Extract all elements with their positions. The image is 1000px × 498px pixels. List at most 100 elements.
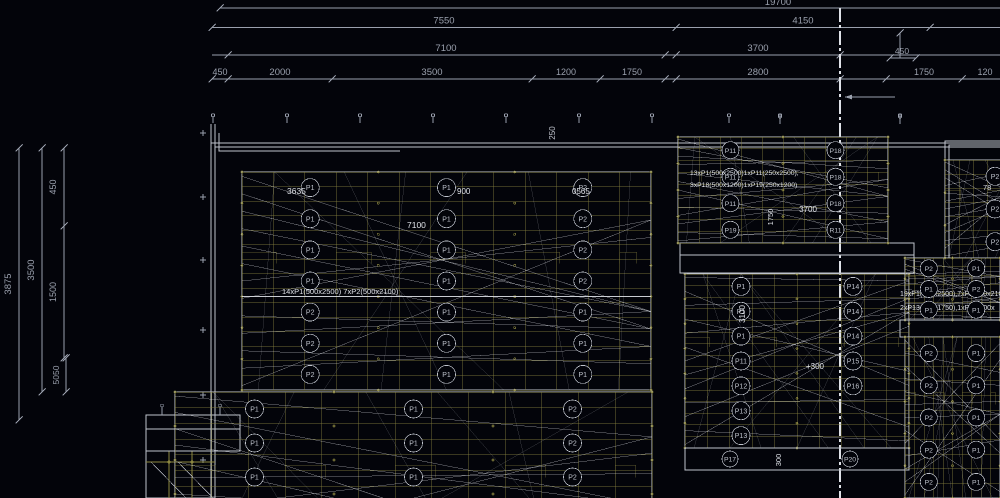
- svg-text:P12: P12: [735, 384, 748, 391]
- svg-text:19700: 19700: [765, 0, 791, 8]
- svg-text:P17: P17: [724, 457, 736, 464]
- svg-text:P1: P1: [250, 407, 259, 414]
- svg-text:3700: 3700: [747, 43, 768, 54]
- svg-text:P1: P1: [442, 279, 451, 286]
- svg-text:P11: P11: [725, 148, 737, 155]
- svg-text:P1: P1: [925, 307, 934, 314]
- svg-text:P1: P1: [409, 475, 418, 482]
- svg-text:3875: 3875: [3, 273, 14, 294]
- svg-text:P18: P18: [829, 174, 841, 181]
- svg-text:1750: 1750: [914, 67, 934, 77]
- svg-text:3500: 3500: [421, 67, 442, 78]
- svg-text:P1: P1: [442, 341, 451, 348]
- svg-text:1750: 1750: [622, 67, 642, 77]
- svg-text:P20: P20: [844, 457, 856, 464]
- svg-text:1500: 1500: [48, 282, 58, 302]
- svg-text:P18: P18: [829, 201, 841, 208]
- svg-text:P1: P1: [250, 441, 259, 448]
- svg-text:P16: P16: [847, 384, 860, 391]
- svg-text:P1: P1: [579, 372, 588, 379]
- svg-text:P2: P2: [568, 441, 577, 448]
- svg-text:P2: P2: [925, 266, 934, 273]
- svg-text:P1: P1: [306, 185, 315, 192]
- svg-text:P1: P1: [925, 287, 934, 294]
- svg-text:P1: P1: [579, 310, 588, 317]
- svg-text:7100: 7100: [435, 43, 456, 54]
- svg-text:P11: P11: [735, 359, 747, 366]
- svg-text:P2: P2: [991, 239, 1000, 246]
- svg-text:19xP1(500x2500),7xP2(500x2100): 19xP1(500x2500),7xP2(500x2100): [900, 291, 1000, 298]
- svg-text:P2: P2: [579, 248, 588, 255]
- svg-text:P2: P2: [306, 310, 315, 317]
- svg-text:0565: 0565: [572, 187, 590, 196]
- svg-text:3700: 3700: [799, 205, 817, 214]
- svg-text:P1: P1: [737, 284, 746, 291]
- svg-text:P1: P1: [972, 415, 981, 422]
- svg-text:P1: P1: [972, 266, 981, 273]
- svg-text:P13: P13: [735, 408, 748, 415]
- svg-text:7550: 7550: [433, 16, 454, 27]
- svg-text:P14: P14: [847, 284, 860, 291]
- svg-text:P2: P2: [925, 351, 934, 358]
- svg-text:P1: P1: [972, 307, 981, 314]
- svg-text:P1: P1: [442, 372, 451, 379]
- svg-text:P2: P2: [991, 174, 1000, 181]
- svg-text:P2: P2: [925, 383, 934, 390]
- svg-text:3635: 3635: [287, 186, 306, 196]
- svg-text:P1: P1: [409, 441, 418, 448]
- svg-text:P2: P2: [579, 279, 588, 286]
- svg-text:14xP1(500x2500) 7xP2(500x2100: 14xP1(500x2500) 7xP2(500x2100): [282, 287, 399, 296]
- svg-text:P1: P1: [972, 351, 981, 358]
- svg-text:3xP18(500x1200)1xP19(250x1200): 3xP18(500x1200)1xP19(250x1200): [690, 182, 797, 189]
- svg-text:3500: 3500: [26, 259, 37, 280]
- svg-text:P1: P1: [250, 475, 259, 482]
- svg-text:P18: P18: [829, 148, 841, 155]
- svg-text:5050: 5050: [51, 365, 61, 384]
- svg-text:P2: P2: [972, 287, 981, 294]
- svg-text:P1: P1: [737, 334, 746, 341]
- svg-text:900: 900: [457, 187, 471, 196]
- svg-text:1750: 1750: [766, 209, 775, 226]
- svg-text:P1: P1: [306, 216, 315, 223]
- svg-text:P2: P2: [579, 216, 588, 223]
- svg-text:P19: P19: [724, 227, 736, 234]
- svg-text:P11: P11: [725, 201, 737, 208]
- svg-text:P2: P2: [925, 480, 934, 487]
- svg-text:P1: P1: [409, 407, 418, 414]
- svg-text:P14: P14: [847, 334, 860, 341]
- svg-text:P1: P1: [306, 248, 315, 255]
- svg-text:P15: P15: [847, 359, 860, 366]
- svg-text:P1: P1: [972, 480, 981, 487]
- svg-text:P14: P14: [847, 309, 860, 316]
- svg-text:1200: 1200: [556, 67, 576, 77]
- svg-text:120: 120: [977, 67, 992, 77]
- svg-text:13xP1(500x2500)1xP11(250x2500): 13xP1(500x2500)1xP11(250x2500),: [690, 170, 799, 177]
- svg-text:P1: P1: [442, 185, 451, 192]
- svg-text:P1: P1: [306, 279, 315, 286]
- svg-text:450: 450: [895, 46, 909, 56]
- svg-text:P2: P2: [306, 341, 315, 348]
- svg-text:P2: P2: [925, 447, 934, 454]
- svg-text:2000: 2000: [269, 67, 290, 78]
- svg-text:P2: P2: [568, 475, 577, 482]
- svg-text:P1: P1: [972, 383, 981, 390]
- svg-text:4150: 4150: [792, 16, 813, 27]
- svg-text:78: 78: [983, 183, 991, 192]
- svg-text:250: 250: [548, 126, 557, 140]
- svg-text:P1: P1: [972, 447, 981, 454]
- svg-text:P2: P2: [991, 207, 1000, 214]
- svg-text:3100: 3100: [738, 305, 747, 323]
- svg-text:7100: 7100: [407, 220, 426, 230]
- svg-text:P2: P2: [925, 415, 934, 422]
- svg-text:P1: P1: [442, 216, 451, 223]
- svg-text:450: 450: [48, 179, 58, 194]
- svg-text:R11: R11: [830, 227, 842, 234]
- svg-text:P1: P1: [442, 248, 451, 255]
- svg-text:+300: +300: [806, 362, 825, 371]
- svg-text:P13: P13: [735, 433, 748, 440]
- svg-text:300: 300: [774, 454, 783, 467]
- svg-text:P2: P2: [306, 372, 315, 379]
- svg-text:450: 450: [212, 67, 227, 77]
- svg-text:P2: P2: [568, 407, 577, 414]
- svg-text:2800: 2800: [747, 67, 768, 78]
